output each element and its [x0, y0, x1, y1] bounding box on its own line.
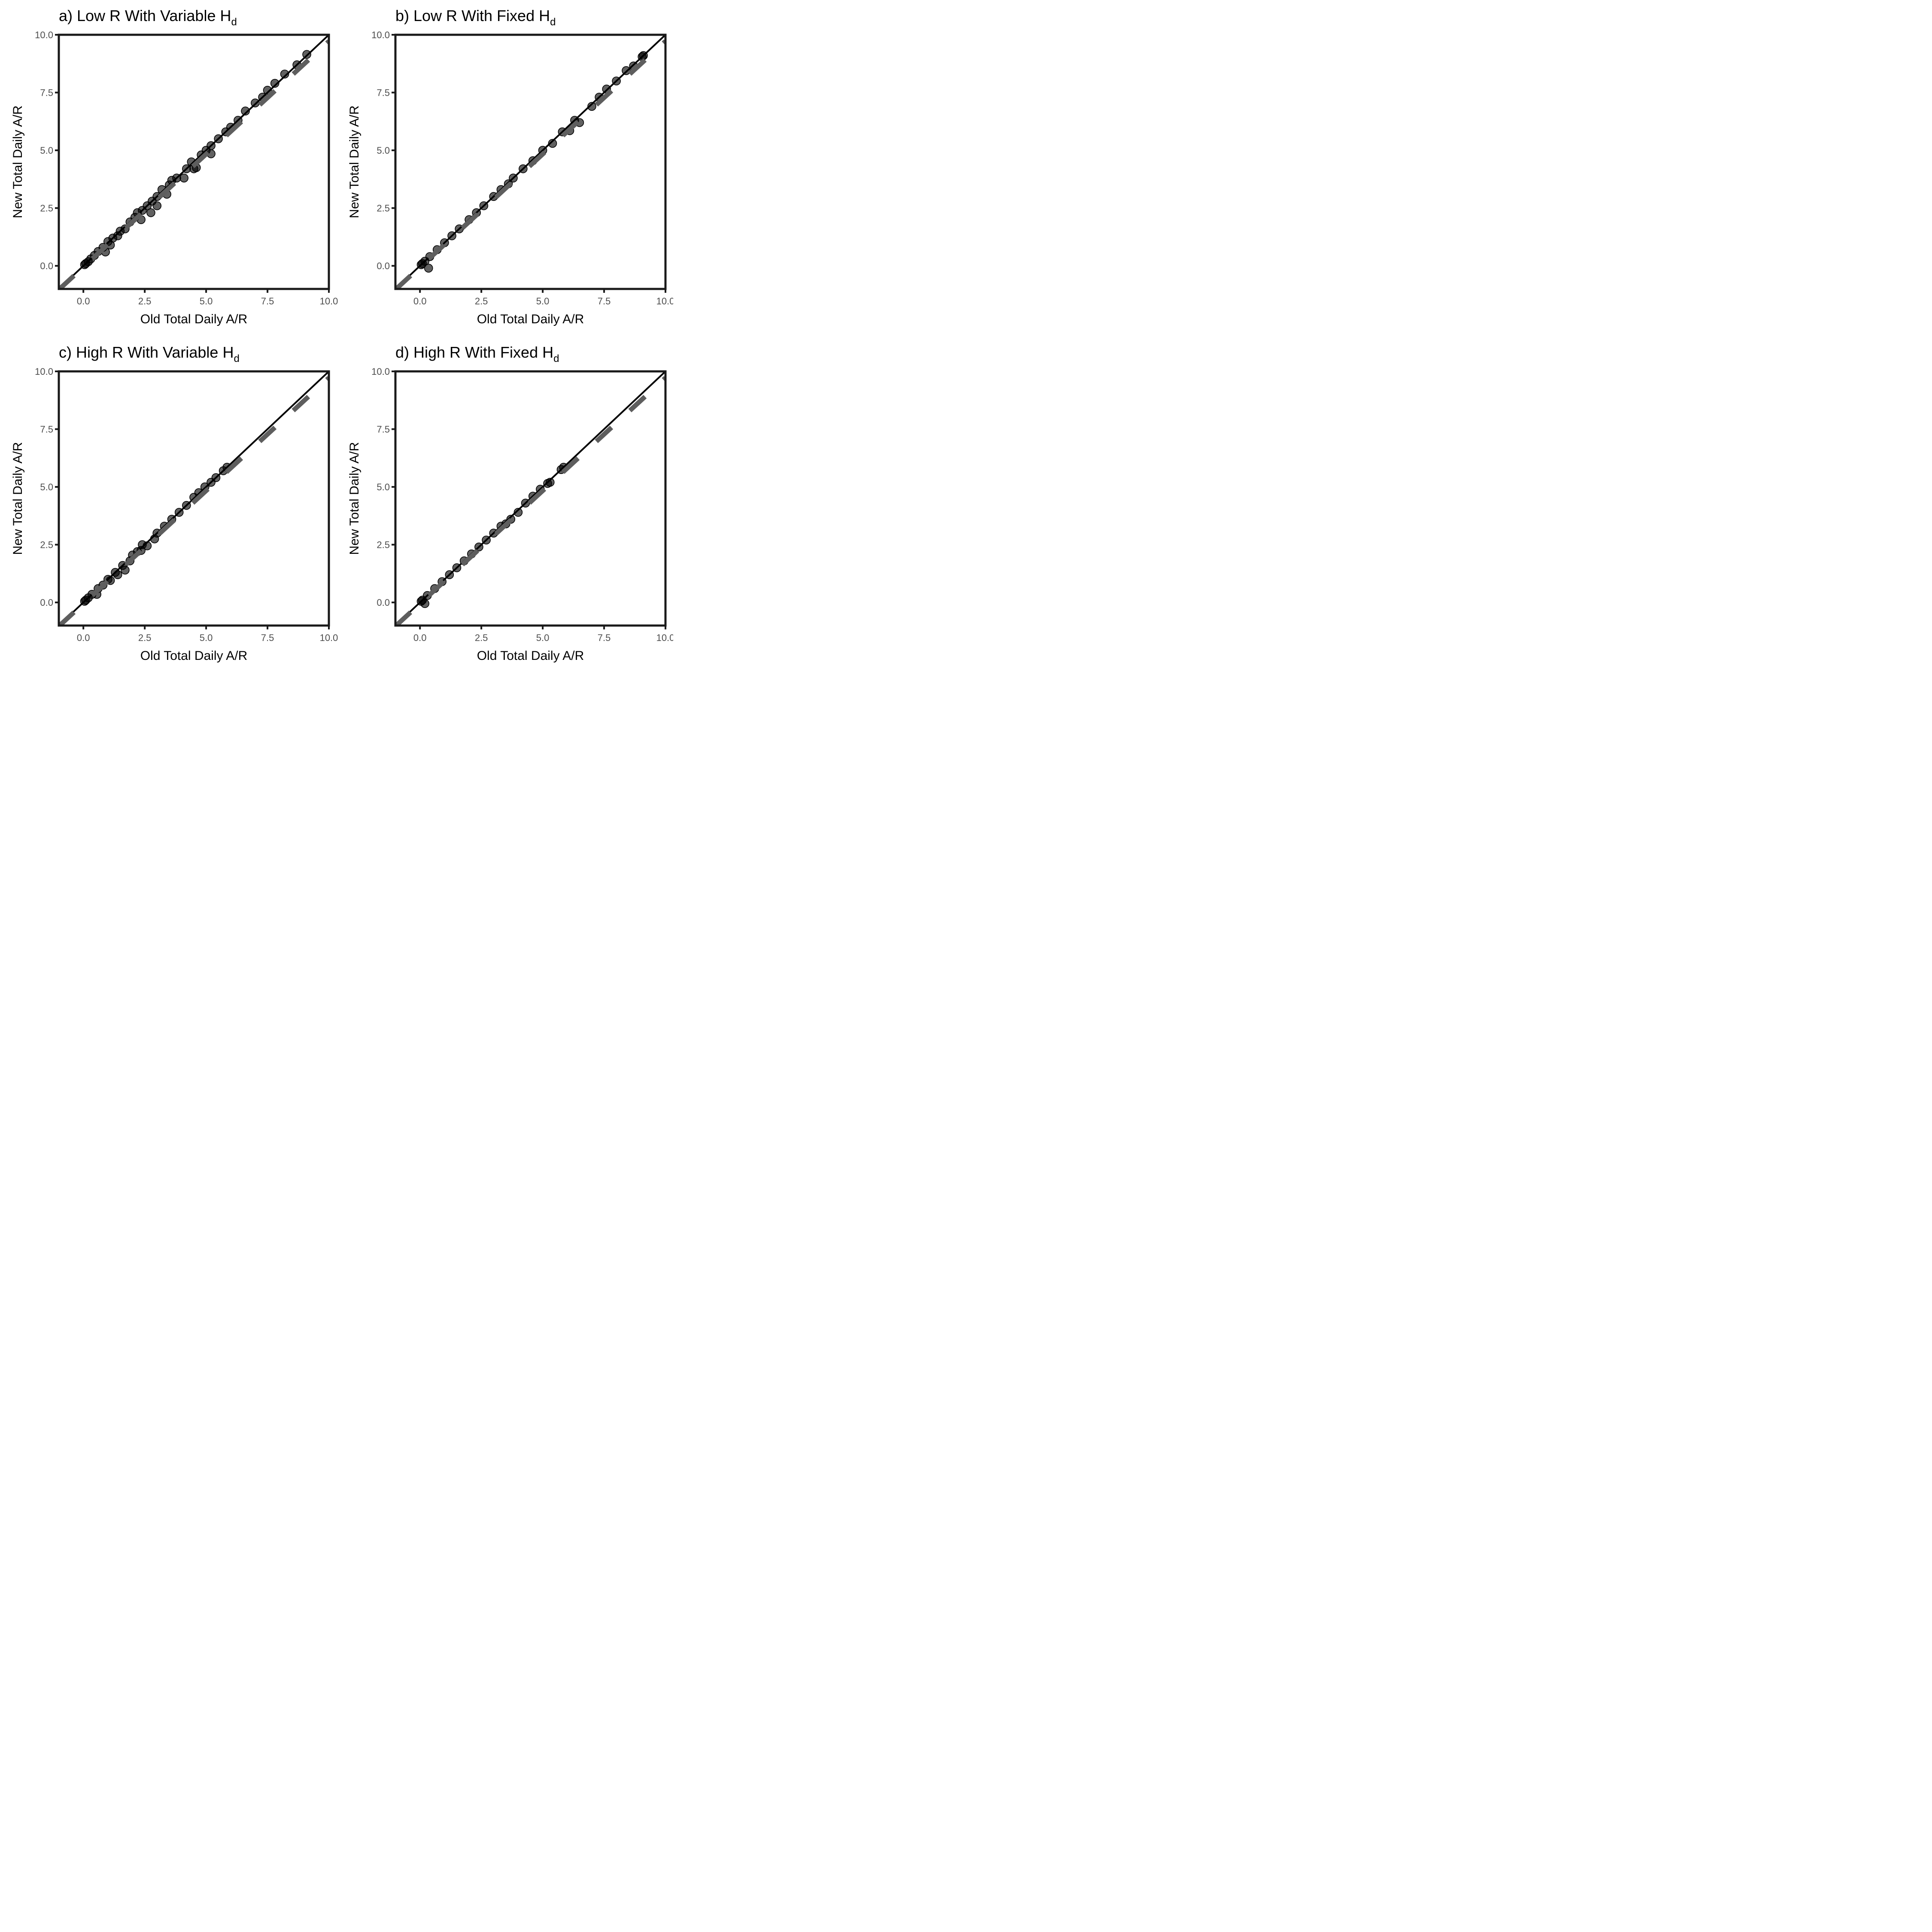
plot-area [395, 35, 665, 289]
y-axis-label: New Total Daily A/R [11, 106, 25, 219]
y-tick-label: 10.0 [371, 30, 390, 40]
data-point [179, 173, 188, 182]
x-tick-label: 2.5 [138, 296, 152, 307]
x-tick-label: 5.0 [536, 296, 550, 307]
y-tick-label: 0.0 [40, 261, 53, 271]
y-tick-label: 5.0 [40, 482, 53, 492]
plot-area [59, 35, 329, 289]
x-tick-label: 0.0 [77, 296, 90, 307]
y-tick-label: 7.5 [377, 88, 390, 98]
y-tick-label: 2.5 [40, 203, 53, 214]
x-tick-label: 7.5 [261, 296, 274, 307]
y-tick-label: 10.0 [35, 366, 53, 377]
y-tick-label: 2.5 [377, 203, 390, 214]
panel-border [394, 370, 667, 627]
panel-a: 0.0 0.0 2.5 2.5 5.0 5.0 7.5 7.5 10.0 10.0 Old Tota… [11, 7, 338, 326]
x-tick-label: 10.0 [656, 632, 673, 643]
y-tick-label: 7.5 [40, 424, 53, 435]
data-point [241, 106, 250, 115]
x-axis-label: Old Total Daily A/R [140, 649, 248, 663]
y-tick-label: 2.5 [40, 540, 53, 550]
x-tick-label: 10.0 [320, 296, 338, 307]
y-tick-label: 0.0 [377, 597, 390, 608]
y-tick-label: 5.0 [377, 145, 390, 156]
x-tick-label: 2.5 [475, 296, 488, 307]
panel-border [394, 33, 667, 290]
panel-title-subscript: d [553, 353, 559, 365]
x-axis-label: Old Total Daily A/R [477, 649, 584, 663]
panel-title: a) Low R With Variable Hd [59, 7, 237, 28]
data-point [270, 79, 279, 88]
x-tick-label: 7.5 [261, 632, 274, 643]
y-tick-label: 10.0 [371, 366, 390, 377]
y-axis-label: New Total Daily A/R [347, 106, 361, 219]
data-point [280, 70, 289, 79]
x-axis-label: Old Total Daily A/R [477, 312, 584, 326]
data-point [121, 565, 130, 575]
panel-title-subscript: d [234, 353, 239, 365]
dashed-fit-line [395, 376, 665, 626]
y-tick-label: 7.5 [377, 424, 390, 435]
y-tick-label: 2.5 [377, 540, 390, 550]
panel-title: d) High R With Fixed Hd [395, 343, 559, 365]
data-point [146, 208, 155, 217]
data-point [545, 478, 555, 487]
x-tick-label: 5.0 [200, 296, 213, 307]
panel-border [58, 370, 330, 627]
data-point [152, 201, 162, 210]
y-axis-label: New Total Daily A/R [11, 442, 25, 555]
plot-area [395, 371, 665, 626]
dashed-fit-line [395, 39, 665, 289]
x-tick-label: 5.0 [536, 632, 550, 643]
x-axis-label: Old Total Daily A/R [140, 312, 248, 326]
data-point [513, 507, 523, 517]
panel-title-subscript: d [231, 16, 237, 28]
data-point [420, 599, 429, 608]
panel-border [58, 33, 330, 290]
x-tick-label: 7.5 [598, 632, 611, 643]
dashed-fit-line [59, 39, 329, 289]
y-axis-label: New Total Daily A/R [347, 442, 361, 555]
data-point [548, 139, 557, 148]
y-tick-label: 0.0 [40, 597, 53, 608]
panel-title: c) High R With Variable Hd [59, 343, 240, 365]
dashed-fit-line [59, 376, 329, 626]
x-tick-label: 7.5 [598, 296, 611, 307]
y-tick-label: 7.5 [40, 88, 53, 98]
panel-title-subscript: d [550, 16, 556, 28]
x-tick-label: 5.0 [200, 632, 213, 643]
panel-c: 0.0 0.0 2.5 2.5 5.0 5.0 7.5 7.5 10.0 10.0 Old Tota… [11, 343, 338, 663]
y-tick-label: 5.0 [377, 482, 390, 492]
y-tick-label: 10.0 [35, 30, 53, 40]
x-tick-label: 10.0 [656, 296, 673, 307]
x-tick-label: 2.5 [475, 632, 488, 643]
x-tick-label: 2.5 [138, 632, 152, 643]
panel-d: 0.0 0.0 2.5 2.5 5.0 5.0 7.5 7.5 10.0 10.0 Old Tota… [347, 343, 673, 663]
plot-area [59, 371, 329, 626]
figure: 0.0 0.0 2.5 2.5 5.0 5.0 7.5 7.5 10.0 10.0 Old Tota… [11, 7, 673, 663]
y-tick-label: 5.0 [40, 145, 53, 156]
data-point [424, 264, 433, 273]
panel-b: 0.0 0.0 2.5 2.5 5.0 5.0 7.5 7.5 10.0 10.0 Old Tota… [347, 7, 673, 326]
x-tick-label: 0.0 [413, 296, 427, 307]
x-tick-label: 0.0 [77, 632, 90, 643]
data-point [263, 85, 272, 95]
data-point [587, 102, 596, 111]
panel-title: b) Low R With Fixed Hd [395, 7, 556, 28]
x-tick-label: 0.0 [413, 632, 427, 643]
x-tick-label: 10.0 [320, 632, 338, 643]
y-tick-label: 0.0 [377, 261, 390, 271]
